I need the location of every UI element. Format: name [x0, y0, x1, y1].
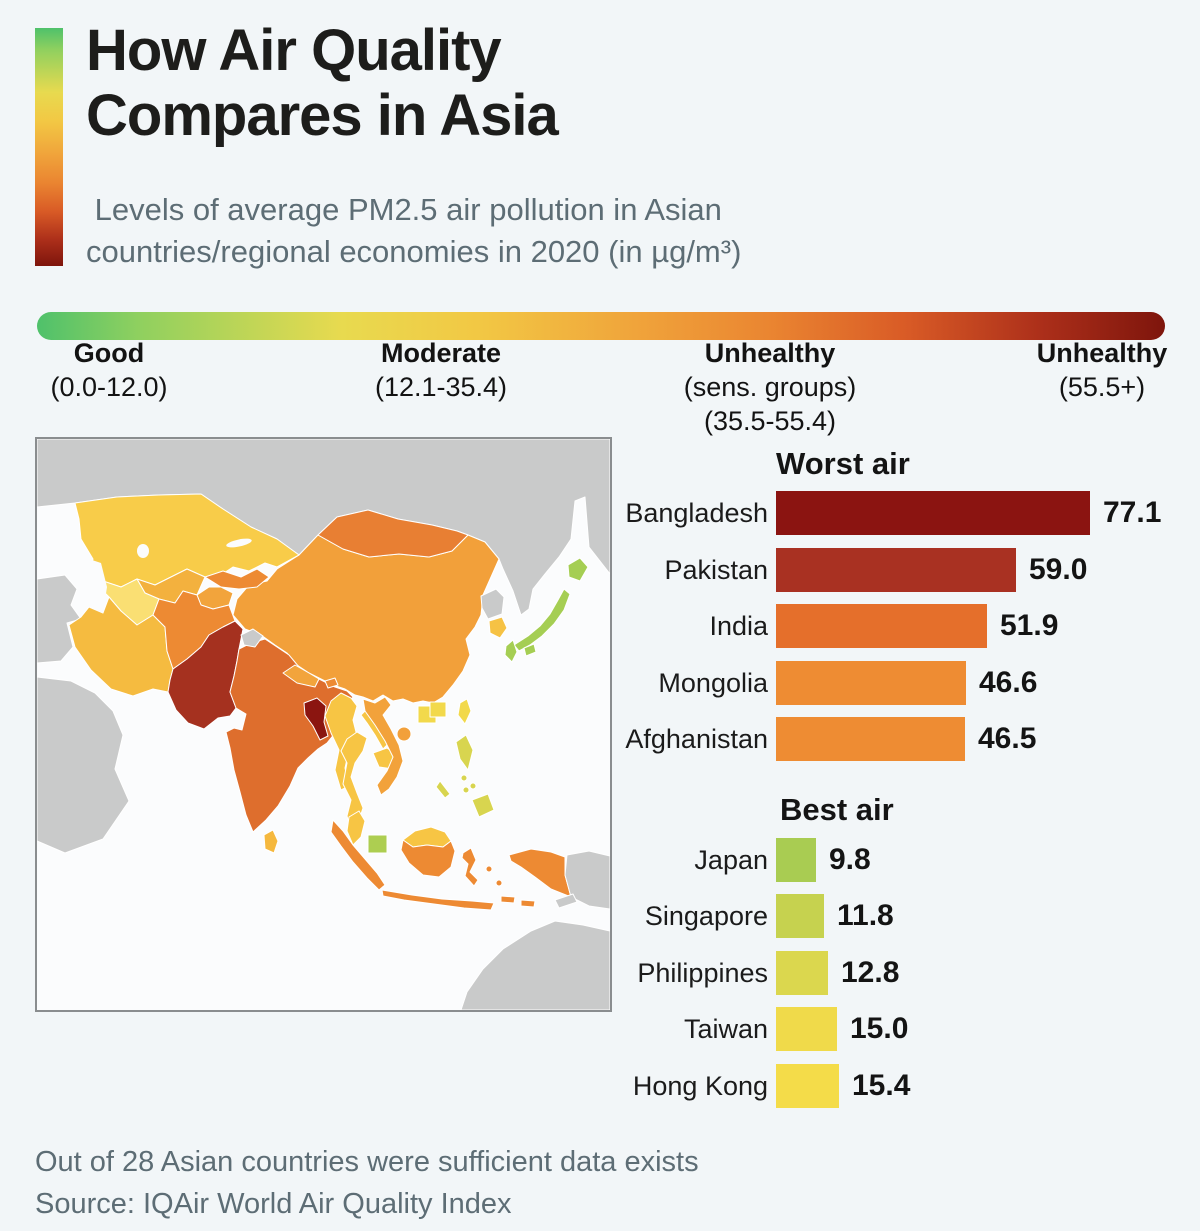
bar-value-afghanistan: 46.5: [978, 722, 1037, 755]
map-country-philippines-palawan: [435, 780, 451, 799]
bar-taiwan: [776, 1007, 837, 1051]
map-marker-macau: [429, 701, 447, 718]
legend-category-range: (55.5+): [1058, 372, 1146, 402]
map-country-nepal: [282, 664, 320, 688]
map-country-philippines-visayas-3: [462, 786, 470, 794]
bar-hong-kong: [776, 1064, 839, 1108]
bar-value-taiwan: 15.0: [850, 1012, 909, 1045]
map-water-caspian-sea: [81, 557, 107, 613]
map-water-aral-sea: [137, 544, 149, 558]
bar-value-bangladesh: 77.1: [1103, 496, 1162, 529]
bar-value-india: 51.9: [1000, 609, 1059, 642]
legend-category-name: Good: [73, 338, 145, 368]
bar-value-singapore: 11.8: [837, 899, 894, 932]
bar-value-hong-kong: 15.4: [852, 1069, 911, 1102]
worst-air-chart-title: Worst air: [776, 446, 910, 481]
title-accent-gradient-bar: [35, 28, 63, 266]
footer-note: Out of 28 Asian countries were sufficien…: [35, 1146, 699, 1178]
bar-value-pakistan: 59.0: [1029, 553, 1088, 586]
bar-japan: [776, 838, 816, 882]
map-country-japan-kyushu: [504, 639, 518, 663]
map-country-sri-lanka: [263, 829, 279, 854]
bar-pakistan: [776, 548, 1016, 592]
legend-category-moderate: Moderate (12.1-35.4): [321, 336, 561, 404]
bar-bangladesh: [776, 491, 1090, 535]
bar-value-philippines: 12.8: [841, 956, 900, 989]
map-country-malaysia-peninsula: [346, 810, 366, 846]
legend-category-range: (12.1-35.4): [374, 372, 508, 402]
legend-category-range: (sens. groups) (35.5-55.4): [683, 372, 857, 436]
bar-singapore: [776, 894, 824, 938]
map-region-png-no-data: [564, 850, 610, 910]
map-country-japan-shikoku: [523, 643, 537, 657]
map-marker-singapore: [367, 834, 388, 854]
bar-mongolia: [776, 661, 966, 705]
map-water-lake-balkhash: [226, 538, 252, 548]
page-subtitle: Levels of average PM2.5 air pollution in…: [86, 192, 742, 269]
bar-label-taiwan: Taiwan: [683, 1014, 768, 1044]
legend-category-name: Moderate: [380, 338, 502, 368]
page-title: How Air Quality Compares in Asia: [86, 18, 559, 148]
map-country-japan-honshu: [513, 588, 571, 652]
asia-map-svg: [37, 439, 610, 1010]
bar-label-philippines: Philippines: [637, 958, 768, 988]
bar-value-mongolia: 46.6: [979, 666, 1038, 699]
bar-india: [776, 604, 987, 648]
legend-category-good: Good (0.0-12.0): [0, 336, 229, 404]
best-air-chart-title: Best air: [780, 792, 894, 827]
map-region-hainan: [396, 726, 412, 742]
map-region-arabia-no-data: [37, 676, 130, 854]
map-country-indonesia-sulawesi: [461, 847, 479, 887]
bar-philippines: [776, 951, 828, 995]
bar-label-japan: Japan: [694, 845, 768, 875]
bar-afghanistan: [776, 717, 965, 761]
map-country-bhutan: [324, 677, 339, 689]
map-country-indonesia-maluku-2: [495, 879, 503, 887]
map-region-timor-no-data: [554, 893, 578, 909]
bar-label-afghanistan: Afghanistan: [625, 724, 768, 754]
map-country-philippines-visayas-2: [469, 782, 477, 790]
bar-label-bangladesh: Bangladesh: [625, 498, 768, 528]
legend-category-name: Unhealthy: [704, 338, 836, 368]
map-country-south-korea: [488, 616, 508, 639]
map-country-indonesia-lesser-sunda-1: [500, 895, 516, 904]
bar-label-mongolia: Mongolia: [658, 668, 768, 698]
legend-category-unhealthy: Unhealthy (55.5+): [982, 336, 1200, 404]
map-country-mongolia: [317, 509, 469, 558]
map-country-philippines-luzon: [455, 734, 474, 771]
map-country-indonesia-sumatra: [330, 819, 386, 891]
map-country-indonesia-lesser-sunda-2: [520, 899, 536, 908]
map-region-north-korea-no-data: [480, 588, 505, 620]
aqi-scale-gradient-bar: [37, 312, 1165, 340]
bar-label-hong-kong: Hong Kong: [632, 1071, 768, 1101]
asia-choropleth-map-panel: [35, 437, 612, 1012]
map-region-australia-no-data: [460, 920, 610, 1010]
map-country-vietnam: [362, 696, 404, 796]
footer-source: Source: IQAir World Air Quality Index: [35, 1188, 512, 1220]
map-country-philippines-mindanao: [471, 793, 495, 818]
legend-category-unhealthy-sensitive: Unhealthy (sens. groups) (35.5-55.4): [650, 336, 890, 438]
map-country-indonesia-maluku-1: [485, 865, 493, 873]
map-country-taiwan: [457, 698, 472, 725]
legend-category-name: Unhealthy: [1036, 338, 1168, 368]
map-country-japan-hokkaido: [567, 557, 589, 582]
map-region-kashmir-no-data: [240, 628, 264, 648]
map-region-west-asia-no-data: [37, 574, 82, 664]
bar-label-india: India: [709, 611, 768, 641]
map-country-philippines-visayas-1: [460, 774, 468, 782]
bar-label-singapore: Singapore: [644, 901, 768, 931]
legend-category-range: (0.0-12.0): [50, 372, 168, 402]
bar-value-japan: 9.8: [829, 843, 871, 876]
map-country-indonesia-kalimantan: [400, 839, 456, 878]
bar-label-pakistan: Pakistan: [664, 555, 768, 585]
map-country-bangladesh: [303, 697, 329, 741]
map-country-kyrgyzstan: [204, 568, 270, 590]
map-country-myanmar: [324, 692, 358, 791]
map-country-indonesia-java: [381, 889, 495, 911]
